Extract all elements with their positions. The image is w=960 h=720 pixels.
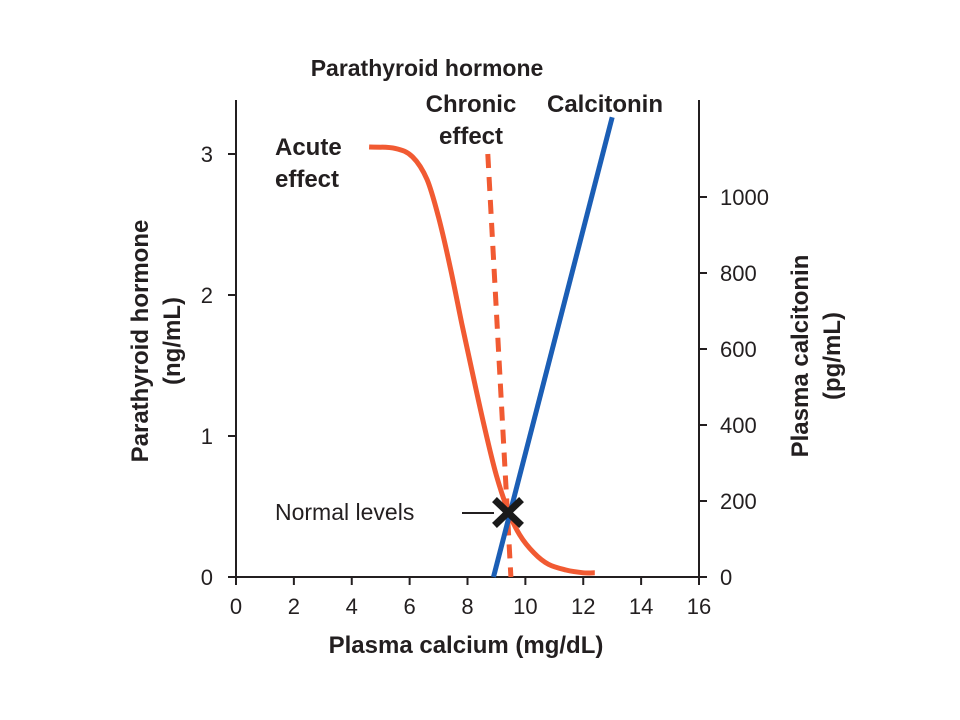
x-tick-label: 12 <box>571 594 595 619</box>
x-tick-label: 16 <box>687 594 711 619</box>
y-tick-label: 0 <box>201 565 213 590</box>
y-tick-label: 1 <box>201 424 213 449</box>
x-axis-title: Plasma calcium (mg/dL) <box>329 632 604 659</box>
y2-tick-label: 0 <box>720 565 732 590</box>
calcitonin-label: Calcitonin <box>547 91 663 118</box>
acute-effect-label-1: Acute <box>275 134 342 161</box>
y-axis-title-line2: (ng/mL) <box>159 297 186 385</box>
series-line-chronic-effect <box>485 153 514 578</box>
normal-levels-marker <box>492 497 524 528</box>
series-line-acute-effect <box>368 144 595 576</box>
x-tick-label: 10 <box>513 594 537 619</box>
x-tick-label: 2 <box>288 594 300 619</box>
acute-effect-label-2: effect <box>275 166 339 193</box>
y-tick-label: 2 <box>201 283 213 308</box>
x-tick-label: 8 <box>461 594 473 619</box>
y-axis-title-line1: Parathyroid hormone <box>127 220 154 463</box>
y2-tick-label: 800 <box>720 261 757 286</box>
x-tick-label: 0 <box>230 594 242 619</box>
chronic-effect-label-1: Chronic <box>426 91 517 118</box>
x-tick-label: 6 <box>404 594 416 619</box>
y2-tick-label: 1000 <box>720 185 769 210</box>
y2-tick-label: 400 <box>720 413 757 438</box>
y-tick-label: 3 <box>201 142 213 167</box>
chronic-effect-label-2: effect <box>439 123 503 150</box>
x-tick-label: 4 <box>346 594 358 619</box>
normal-levels-label: Normal levels <box>275 499 414 525</box>
y2-tick-label: 600 <box>720 337 757 362</box>
y2-axis-title-line1: Plasma calcitonin <box>787 255 814 458</box>
y2-tick-label: 200 <box>720 489 757 514</box>
y2-axis-title-line2: (pg/mL) <box>819 312 846 400</box>
chart-title: Parathyroid hormone <box>311 55 544 81</box>
series-line-calcitonin <box>491 116 615 578</box>
x-tick-label: 14 <box>629 594 653 619</box>
